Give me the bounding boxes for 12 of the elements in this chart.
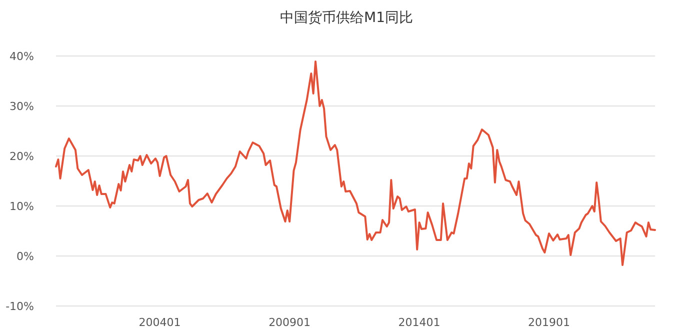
y-tick-label: 30%: [10, 100, 34, 113]
y-tick-label: 0%: [16, 250, 34, 263]
y-tick-label: 40%: [10, 50, 34, 63]
y-tick-label: 20%: [10, 150, 34, 163]
y-tick-label: 10%: [10, 200, 34, 213]
line-series: [55, 60, 656, 266]
x-tick-label: 201901: [528, 316, 570, 329]
x-tick-label: 200401: [138, 316, 181, 329]
x-tick-label: 201401: [398, 316, 440, 329]
x-tick-label: 200901: [268, 316, 311, 329]
chart-title: 中国货币供给M1同比: [280, 10, 413, 26]
y-tick-label: -10%: [6, 300, 34, 313]
